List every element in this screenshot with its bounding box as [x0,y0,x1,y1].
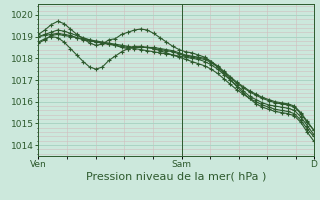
X-axis label: Pression niveau de la mer( hPa ): Pression niveau de la mer( hPa ) [86,172,266,182]
